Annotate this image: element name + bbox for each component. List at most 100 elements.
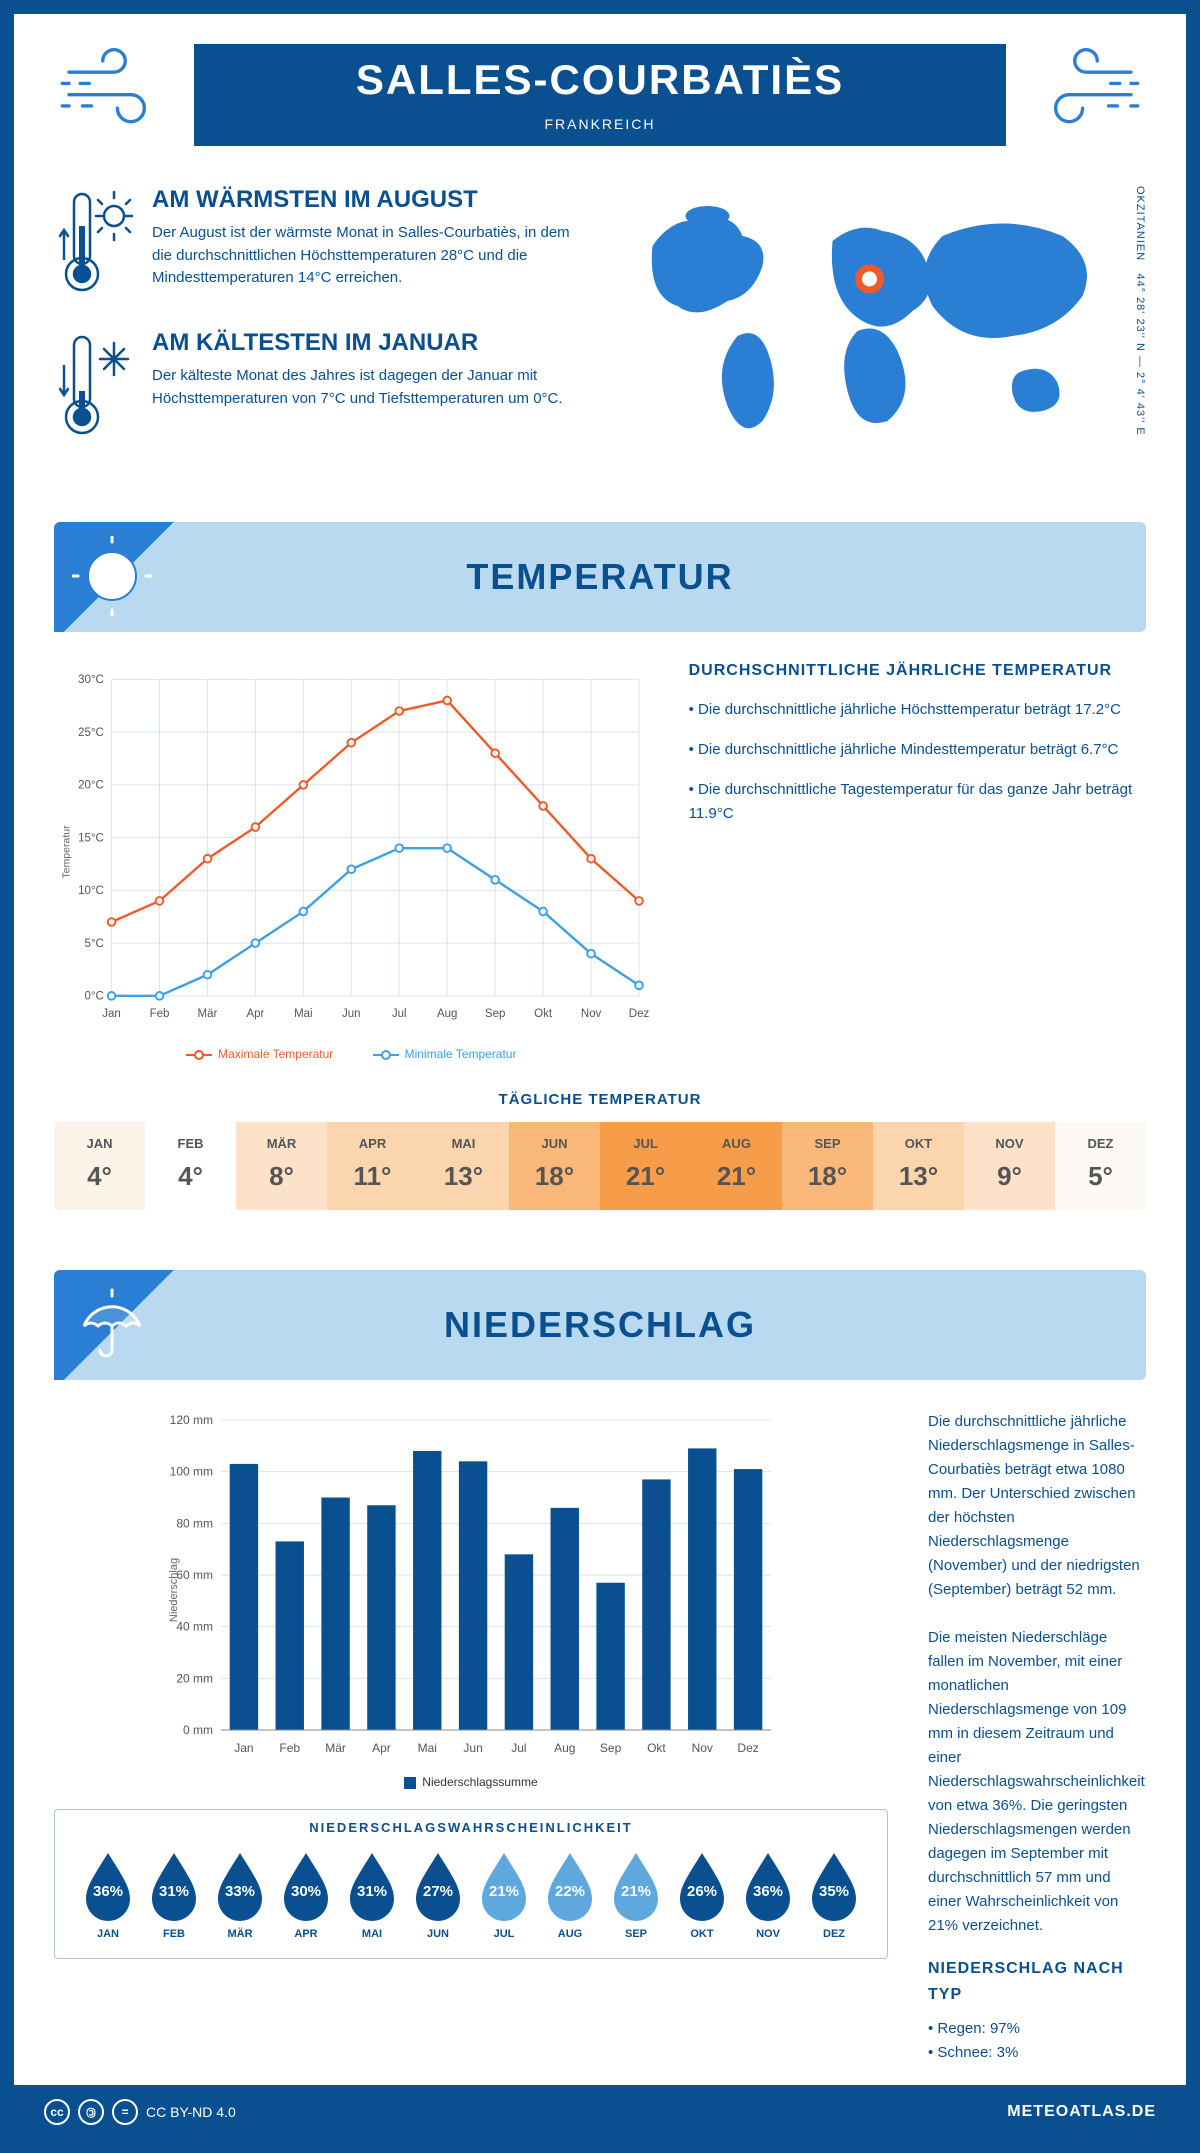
coordinates: OKZITANIEN 44° 28' 23'' N — 2° 4' 43'' E (1134, 186, 1146, 472)
infographic-page: SALLES-COURBATIÈS FRANKREICH (0, 0, 1200, 2153)
world-map: OKZITANIEN 44° 28' 23'' N — 2° 4' 43'' E (615, 186, 1146, 472)
svg-text:15°C: 15°C (78, 832, 104, 844)
probability-drop: 36%NOV (735, 1849, 801, 1940)
daily-cell: JUN18° (509, 1122, 600, 1210)
daily-cell: MAI13° (418, 1122, 509, 1210)
svg-text:80 mm: 80 mm (176, 1516, 213, 1530)
license-block: cc 🄯 = CC BY-ND 4.0 (44, 2099, 236, 2125)
daily-temp-strip: JAN4°FEB4°MÄR8°APR11°MAI13°JUN18°JUL21°A… (14, 1122, 1186, 1260)
svg-text:Nov: Nov (692, 1741, 713, 1755)
warmest-text: Der August ist der wärmste Monat in Sall… (152, 222, 585, 290)
footer, footer: cc 🄯 = CC BY-ND 4.0 METEOATLAS.DE (14, 2085, 1186, 2139)
header: SALLES-COURBATIÈS FRANKREICH (14, 44, 1186, 146)
daily-temp-title: TÄGLICHE TEMPERATUR (14, 1091, 1186, 1108)
temperature-heading: TEMPERATUR (54, 556, 1146, 598)
precip-para-2: Die meisten Niederschläge fallen im Nove… (928, 1626, 1146, 1938)
probability-drop: 27%JUN (405, 1849, 471, 1940)
intro-row: AM WÄRMSTEN IM AUGUST Der August ist der… (14, 146, 1186, 512)
coldest-title: AM KÄLTESTEN IM JANUAR (152, 329, 585, 357)
license-text: CC BY-ND 4.0 (146, 2104, 236, 2120)
daily-cell: NOV9° (964, 1122, 1055, 1210)
thermometer-snow-icon (54, 329, 134, 444)
precip-type-title: NIEDERSCHLAG NACH TYP (928, 1956, 1146, 2007)
precip-banner: NIEDERSCHLAG (54, 1270, 1146, 1380)
svg-text:Aug: Aug (554, 1741, 575, 1755)
svg-text:Jun: Jun (342, 1008, 361, 1020)
precip-legend-label: Niederschlagssumme (422, 1775, 537, 1789)
daily-cell: MÄR8° (236, 1122, 327, 1210)
probability-drop: 22%AUG (537, 1849, 603, 1940)
probability-box: NIEDERSCHLAGSWAHRSCHEINLICHKEIT 36%JAN31… (54, 1809, 888, 1959)
legend-min: Minimale Temperatur (405, 1047, 517, 1061)
lon-label: 2° 4' 43'' E (1134, 372, 1146, 436)
sun-icon (72, 536, 152, 616)
svg-text:Jan: Jan (102, 1008, 121, 1020)
precip-type-rain: • Regen: 97% (928, 2017, 1146, 2041)
probability-drop: 35%DEZ (801, 1849, 867, 1940)
page-title: SALLES-COURBATIÈS (194, 56, 1006, 104)
daily-cell: FEB4° (145, 1122, 236, 1210)
lat-label: 44° 28' 23'' N (1134, 273, 1146, 352)
svg-text:Mai: Mai (418, 1741, 437, 1755)
title-block: SALLES-COURBATIÈS FRANKREICH (194, 44, 1006, 146)
svg-text:Sep: Sep (485, 1008, 505, 1020)
svg-text:5°C: 5°C (85, 938, 104, 950)
daily-cell: APR11° (327, 1122, 418, 1210)
svg-text:Temperatur: Temperatur (60, 825, 72, 879)
probability-drop: 33%MÄR (207, 1849, 273, 1940)
probability-drop: 31%MAI (339, 1849, 405, 1940)
umbrella-icon (72, 1284, 152, 1364)
svg-text:Mai: Mai (294, 1008, 313, 1020)
svg-text:120 mm: 120 mm (170, 1413, 213, 1427)
probability-drop: 30%APR (273, 1849, 339, 1940)
temp-summary-title: DURCHSCHNITTLICHE JÄHRLICHE TEMPERATUR (689, 662, 1146, 680)
svg-text:60 mm: 60 mm (176, 1568, 213, 1582)
temperature-summary: DURCHSCHNITTLICHE JÄHRLICHE TEMPERATUR •… (689, 662, 1146, 1061)
precip-chart: 0 mm 20 mm 40 mm 60 mm 80 mm 100 mm 120 mm Nied… (54, 1410, 888, 2065)
svg-text:20 mm: 20 mm (176, 1671, 213, 1685)
svg-text:Apr: Apr (246, 1008, 264, 1020)
svg-text:Niederschlag: Niederschlag (168, 1558, 180, 1622)
probability-drop: 21%SEP (603, 1849, 669, 1940)
svg-text:Jan: Jan (234, 1741, 253, 1755)
svg-text:10°C: 10°C (78, 885, 104, 897)
svg-text:Dez: Dez (629, 1008, 649, 1020)
svg-text:Dez: Dez (737, 1741, 758, 1755)
daily-cell: DEZ5° (1055, 1122, 1146, 1210)
svg-text:0 mm: 0 mm (183, 1723, 213, 1737)
svg-text:30°C: 30°C (78, 674, 104, 686)
by-icon: 🄯 (78, 2099, 104, 2125)
intro-text-column: AM WÄRMSTEN IM AUGUST Der August ist der… (54, 186, 585, 472)
daily-cell: OKT13° (873, 1122, 964, 1210)
warmest-block: AM WÄRMSTEN IM AUGUST Der August ist der… (54, 186, 585, 301)
probability-drop: 36%JAN (75, 1849, 141, 1940)
country-label: FRANKREICH (194, 116, 1006, 132)
precip-type-snow: • Schnee: 3% (928, 2041, 1146, 2065)
wind-icon-left (54, 44, 174, 134)
temp-bullet-2: • Die durchschnittliche jährliche Mindes… (689, 738, 1146, 762)
precip-para-1: Die durchschnittliche jährliche Niedersc… (928, 1410, 1146, 1602)
wind-icon-right (1026, 44, 1146, 134)
svg-text:Mär: Mär (198, 1008, 218, 1020)
daily-cell: JAN4° (54, 1122, 145, 1210)
svg-text:25°C: 25°C (78, 727, 104, 739)
region-label: OKZITANIEN (1134, 186, 1146, 261)
probability-drop: 31%FEB (141, 1849, 207, 1940)
svg-text:Mär: Mär (325, 1741, 346, 1755)
svg-text:Sep: Sep (600, 1741, 622, 1755)
svg-text:Okt: Okt (647, 1741, 666, 1755)
thermometer-sun-icon (54, 186, 134, 301)
temp-bullet-3: • Die durchschnittliche Tagestemperatur … (689, 778, 1146, 826)
precip-heading: NIEDERSCHLAG (54, 1304, 1146, 1346)
svg-text:20°C: 20°C (78, 780, 104, 792)
coldest-block: AM KÄLTESTEN IM JANUAR Der kälteste Mona… (54, 329, 585, 444)
svg-text:40 mm: 40 mm (176, 1620, 213, 1634)
probability-drops: 36%JAN31%FEB33%MÄR30%APR31%MAI27%JUN21%J… (55, 1845, 887, 1946)
precip-legend: Niederschlagssumme (54, 1775, 888, 1789)
daily-cell: SEP18° (782, 1122, 873, 1210)
svg-text:100 mm: 100 mm (170, 1465, 213, 1479)
temp-bullet-1: • Die durchschnittliche jährliche Höchst… (689, 698, 1146, 722)
nd-icon: = (112, 2099, 138, 2125)
svg-text:Apr: Apr (372, 1741, 391, 1755)
svg-text:0°C: 0°C (85, 991, 104, 1003)
